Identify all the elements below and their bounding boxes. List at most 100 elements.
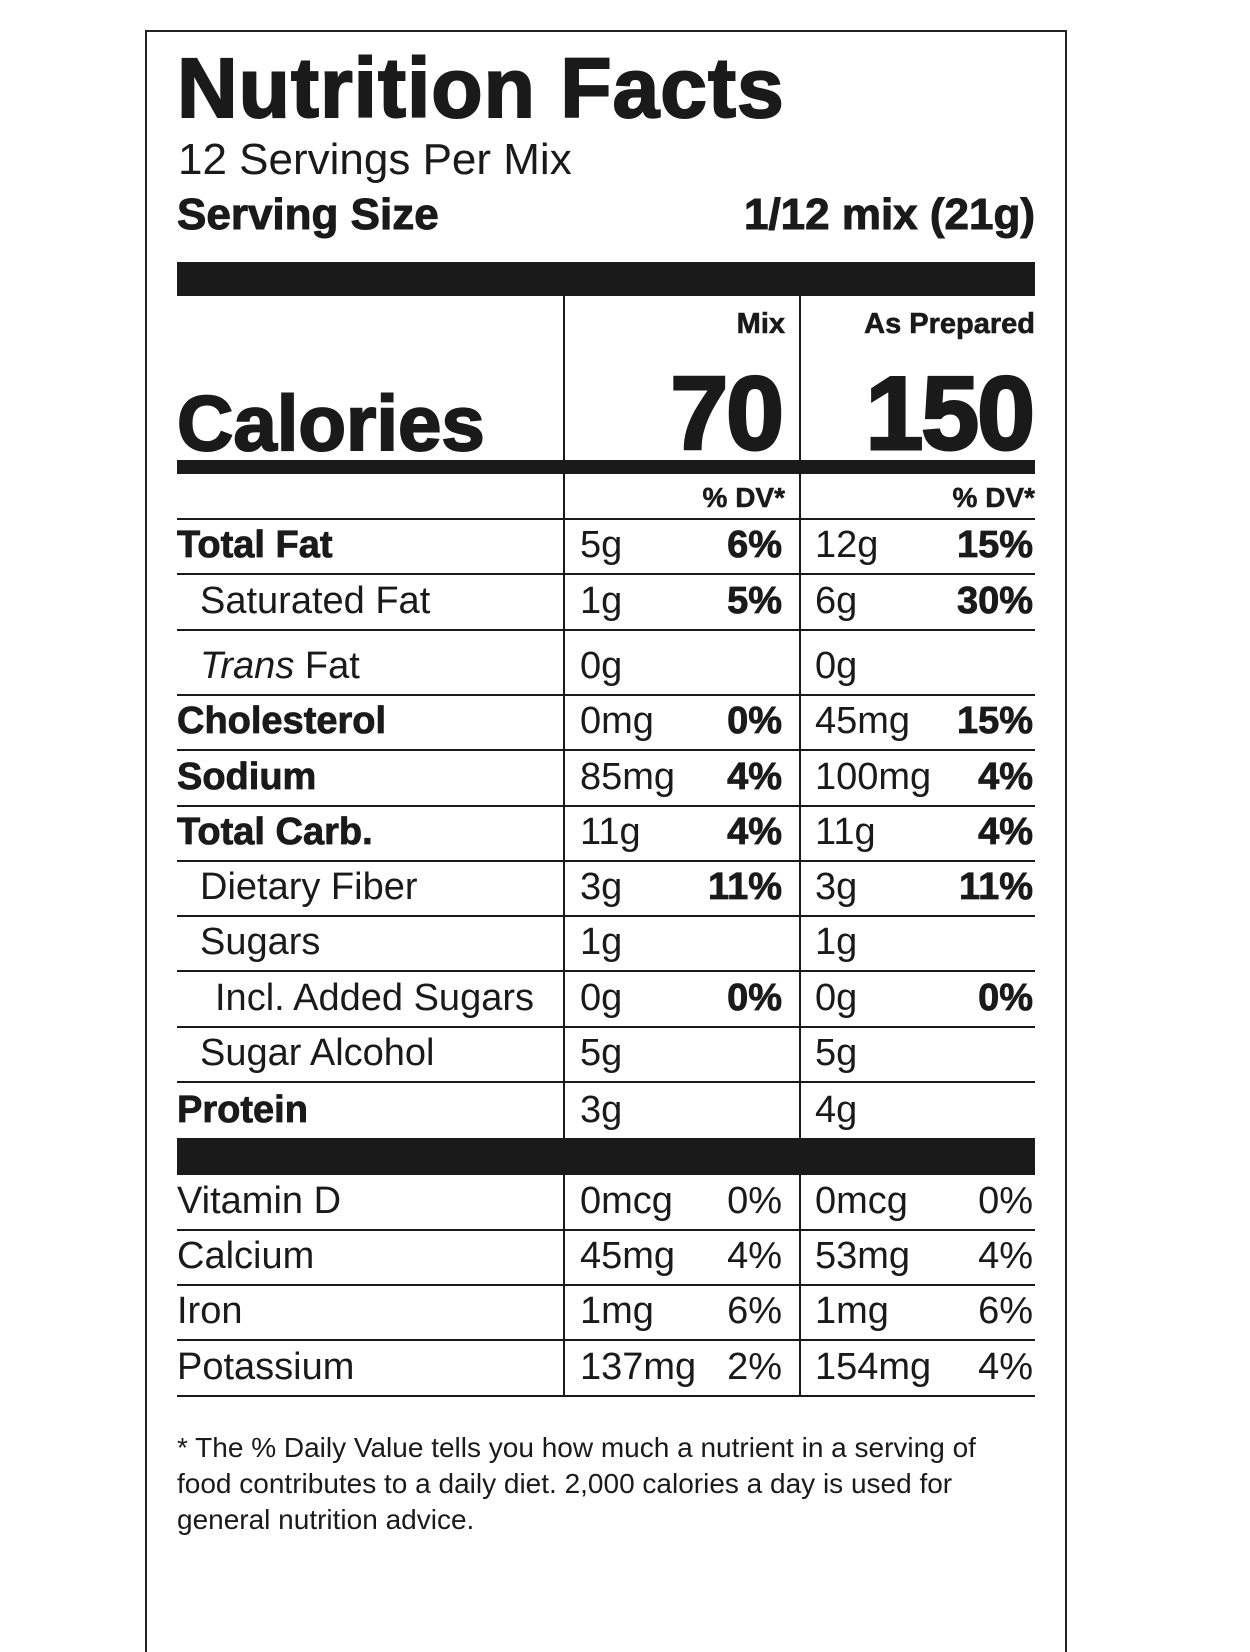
- thick-divider: [177, 1138, 1035, 1175]
- nutrient-label: Sodium: [177, 756, 317, 799]
- prepared-amount: 0g: [815, 645, 858, 687]
- nutrient-label: Dietary Fiber: [200, 866, 418, 908]
- mix-daily-value: 4%: [727, 811, 783, 854]
- label-border: [145, 30, 1067, 1652]
- footnote: * The % Daily Value tells you how much a…: [177, 1432, 976, 1535]
- mix-amount: 5g: [580, 524, 623, 566]
- mix-amount: 3g: [580, 1089, 623, 1131]
- nutrient-label: Total Carb.: [177, 811, 373, 854]
- serving-size-label: Serving Size: [177, 190, 440, 240]
- nutrient-row: Total Carb. 11g 4% 11g 4%: [177, 807, 1035, 862]
- prepared-amount: 0g: [815, 977, 858, 1019]
- vitamin-row: Vitamin D 0mcg 0% 0mcg 0%: [177, 1175, 1035, 1231]
- prepared-amount: 100mg: [815, 756, 932, 798]
- nutrient-label: Cholesterol: [177, 700, 387, 743]
- column-header-prepared: As Prepared: [864, 308, 1035, 341]
- mix-daily-value: 5%: [727, 580, 783, 623]
- prepared-amount: 1mg: [815, 1290, 889, 1332]
- mix-amount: 5g: [580, 1032, 623, 1074]
- prepared-daily-value: 0%: [978, 977, 1034, 1020]
- mix-amount: 0mg: [580, 700, 654, 742]
- nutrient-row: Cholesterol 0mg 0% 45mg 15%: [177, 696, 1035, 751]
- dv-header-mix: % DV*: [702, 482, 785, 514]
- prepared-daily-value: 0%: [978, 1180, 1033, 1222]
- vitamin-row: Calcium 45mg 4% 53mg 4%: [177, 1231, 1035, 1286]
- prepared-daily-value: 4%: [978, 1235, 1033, 1277]
- calories-mix: 70: [669, 355, 786, 474]
- nutrient-row: Sugars 1g 1g: [177, 917, 1035, 972]
- mix-amount: 0mcg: [580, 1180, 673, 1222]
- servings-per-container: 12 Servings Per Mix: [178, 135, 572, 184]
- prepared-daily-value: 30%: [956, 580, 1034, 623]
- mix-amount: 1g: [580, 921, 623, 963]
- prepared-daily-value: 15%: [956, 524, 1034, 567]
- label-text: Fat: [304, 645, 360, 687]
- vitamin-label: Iron: [177, 1290, 243, 1332]
- mix-daily-value: 11%: [708, 866, 783, 909]
- nutrient-label: Protein: [177, 1089, 309, 1132]
- mix-amount: 137mg: [580, 1346, 697, 1388]
- mix-amount: 0g: [580, 645, 623, 687]
- mix-amount: 3g: [580, 866, 623, 908]
- prepared-amount: 4g: [815, 1089, 858, 1131]
- mix-amount: 1g: [580, 580, 623, 622]
- prepared-daily-value: 4%: [978, 756, 1034, 799]
- mix-daily-value: 2%: [727, 1346, 782, 1388]
- nutrient-label: Incl. Added Sugars: [215, 977, 534, 1019]
- nutrient-row: Incl. Added Sugars 0g 0% 0g 0%: [177, 972, 1035, 1028]
- nutrient-label: Trans Fat: [200, 645, 360, 688]
- nutrient-row: Dietary Fiber 3g 11% 3g 11%: [177, 862, 1035, 917]
- prepared-daily-value: 6%: [978, 1290, 1033, 1332]
- nutrient-row: Trans Fat 0g 0g: [177, 631, 1035, 696]
- mix-daily-value: 6%: [727, 524, 783, 567]
- nutrient-label: Sugar Alcohol: [200, 1032, 435, 1074]
- nutrient-row: Total Fat 5g 6% 12g 15%: [177, 520, 1035, 575]
- prepared-daily-value: 11%: [959, 866, 1034, 909]
- nutrient-label: Saturated Fat: [200, 580, 431, 622]
- serving-size-value: 1/12 mix (21g): [743, 190, 1035, 240]
- dv-header-prepared: % DV*: [952, 482, 1035, 514]
- prepared-amount: 12g: [815, 524, 879, 566]
- thin-divider: [177, 518, 1035, 520]
- vitamin-row: Potassium 137mg 2% 154mg 4%: [177, 1341, 1035, 1397]
- mix-daily-value: 6%: [727, 1290, 782, 1332]
- mix-daily-value: 4%: [727, 1235, 782, 1277]
- prepared-daily-value: 15%: [956, 700, 1034, 743]
- column-header-mix: Mix: [736, 308, 785, 341]
- nutrient-row: Sugar Alcohol 5g 5g: [177, 1028, 1035, 1083]
- prepared-amount: 5g: [815, 1032, 858, 1074]
- thick-divider: [177, 262, 1035, 296]
- nutrient-label: Sugars: [200, 921, 321, 963]
- mix-amount: 11g: [580, 811, 641, 853]
- vitamin-label: Vitamin D: [177, 1180, 342, 1222]
- mix-daily-value: 0%: [727, 700, 783, 743]
- prepared-daily-value: 4%: [978, 811, 1034, 854]
- nutrient-row: Protein 3g 4g: [177, 1083, 1035, 1138]
- vitamin-row: Iron 1mg 6% 1mg 6%: [177, 1286, 1035, 1341]
- vitamin-label: Potassium: [177, 1346, 355, 1388]
- prepared-amount: 154mg: [815, 1346, 932, 1388]
- prepared-amount: 11g: [815, 811, 876, 853]
- mix-daily-value: 0%: [727, 1180, 782, 1222]
- prepared-daily-value: 4%: [978, 1346, 1033, 1388]
- prepared-amount: 3g: [815, 866, 858, 908]
- vitamin-label: Calcium: [177, 1235, 315, 1277]
- prepared-amount: 6g: [815, 580, 858, 622]
- mix-amount: 85mg: [580, 756, 676, 798]
- prepared-amount: 1g: [815, 921, 858, 963]
- mix-amount: 1mg: [580, 1290, 654, 1332]
- mix-daily-value: 4%: [727, 756, 783, 799]
- nutrient-label: Total Fat: [177, 524, 333, 567]
- prepared-amount: 53mg: [815, 1235, 911, 1277]
- nutrient-row: Saturated Fat 1g 5% 6g 30%: [177, 575, 1035, 631]
- mix-amount: 0g: [580, 977, 623, 1019]
- calories-label: Calories: [176, 378, 486, 468]
- label-title: Nutrition Facts: [176, 40, 785, 136]
- mix-amount: 45mg: [580, 1235, 676, 1277]
- calories-prepared: 150: [864, 355, 1037, 474]
- mix-daily-value: 0%: [727, 977, 783, 1020]
- column-divider: [799, 296, 801, 461]
- prepared-amount: 45mg: [815, 700, 911, 742]
- trans-italic: Trans: [200, 645, 305, 687]
- prepared-amount: 0mcg: [815, 1180, 908, 1222]
